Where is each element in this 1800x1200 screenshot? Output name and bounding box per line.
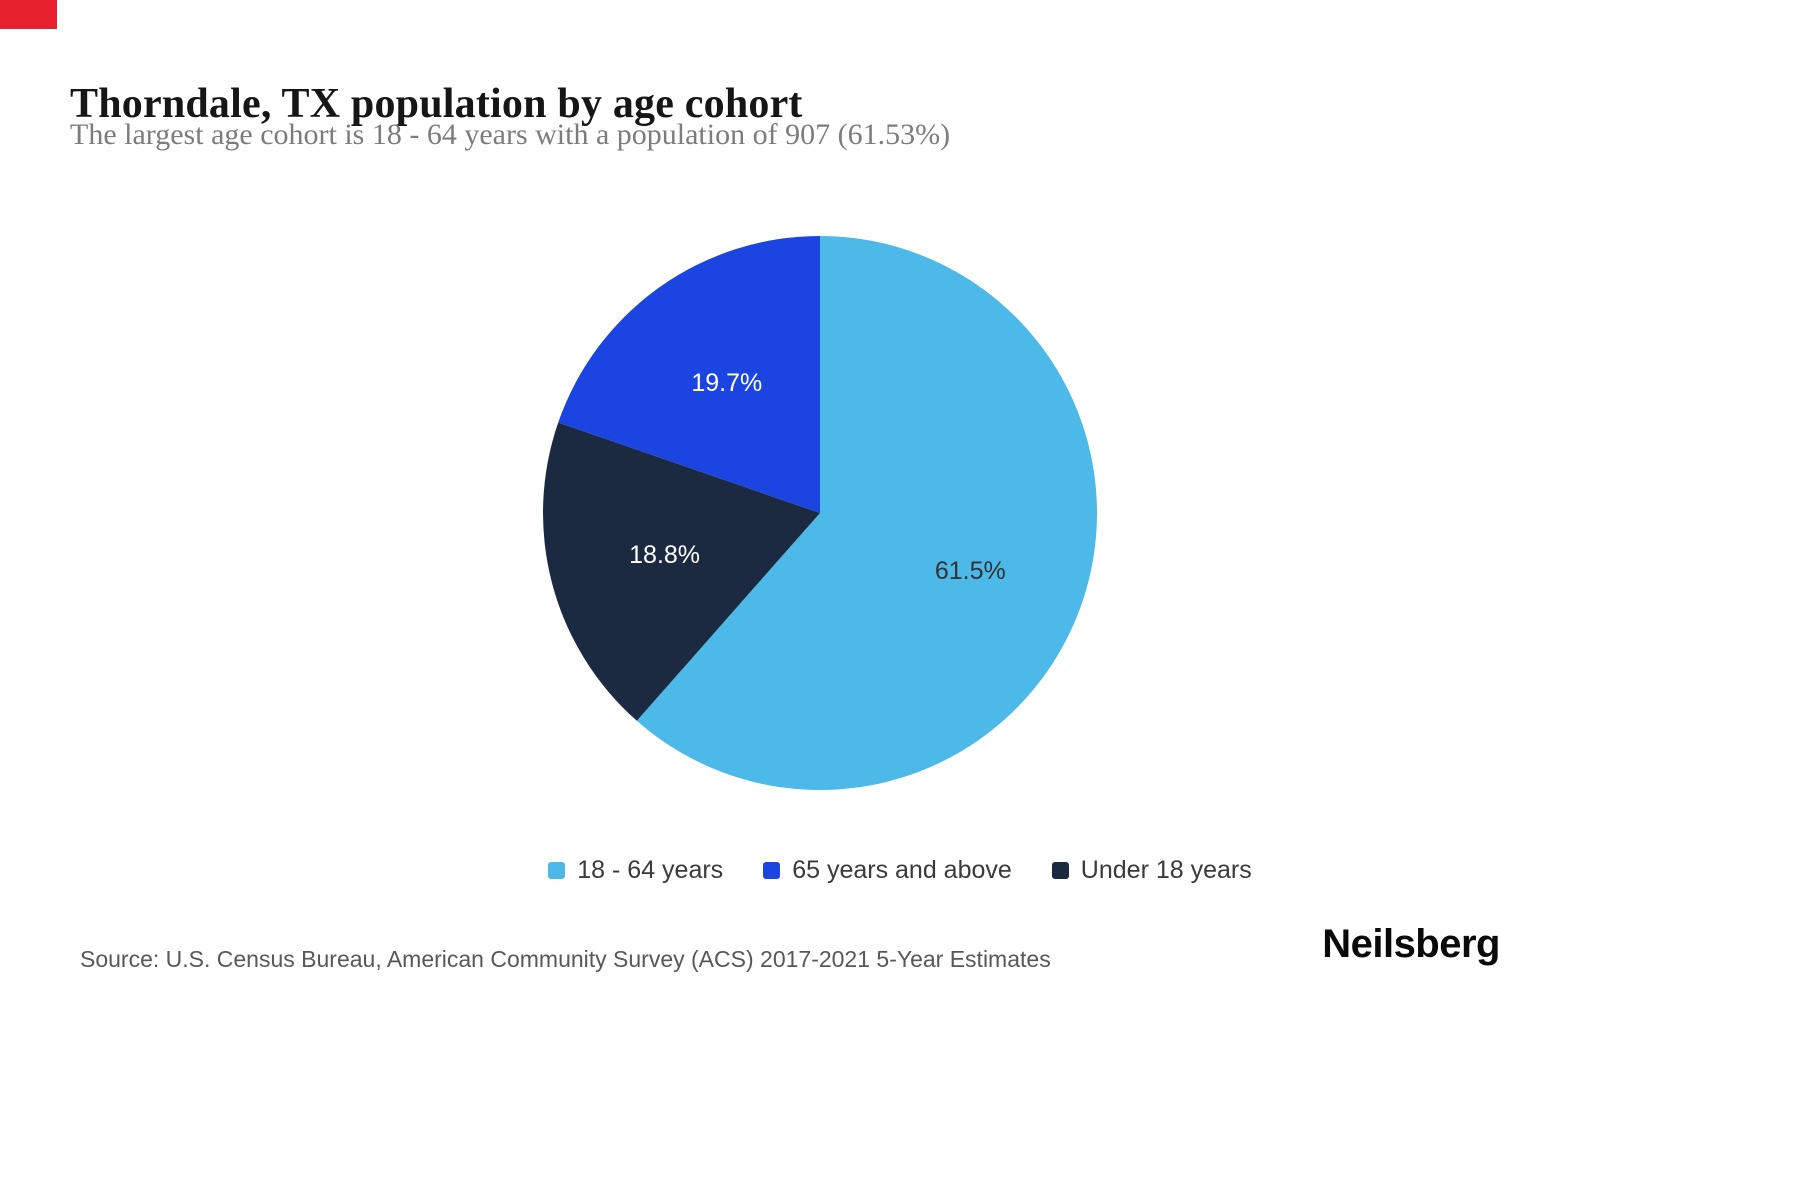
pie-slice-value-label: 61.5% (935, 557, 1006, 585)
legend-swatch-icon (763, 862, 781, 879)
legend-label: Under 18 years (1080, 856, 1252, 884)
pie-chart-svg: 61.5% 18.8% 19.7% (543, 236, 1098, 790)
legend-label: 65 years and above (792, 856, 1012, 884)
chart-legend: 18 - 64 years 65 years and above Under 18 … (0, 856, 1800, 885)
pie-chart: 61.5% 18.8% 19.7% (540, 233, 1100, 793)
legend-label: 18 - 64 years (577, 856, 724, 884)
legend-swatch-icon (1051, 862, 1069, 879)
pie-slice-value-label: 19.7% (691, 369, 762, 397)
legend-item-under-18-years[interactable]: Under 18 years (1051, 856, 1252, 885)
pie-slice-18-64-years[interactable] (636, 236, 1098, 790)
pie-slice-under-18-years[interactable] (543, 422, 820, 721)
chart-subtitle: The largest age cohort is 18 - 64 years … (70, 118, 951, 151)
pie-slice-65-years-and-above[interactable] (558, 236, 820, 513)
neilsberg-logo: Neilsberg (1322, 922, 1500, 966)
legend-item-65-years-and-above[interactable]: 65 years and above (763, 856, 1012, 885)
source-attribution: Source: U.S. Census Bureau, American Com… (80, 946, 1051, 972)
chart-title: Thorndale, TX population by age cohort (70, 81, 803, 128)
legend-swatch-icon (548, 862, 566, 879)
corner-red-marker (0, 0, 57, 29)
pie-slice-value-label: 18.8% (629, 541, 700, 569)
legend-item-18-64-years[interactable]: 18 - 64 years (548, 856, 723, 885)
